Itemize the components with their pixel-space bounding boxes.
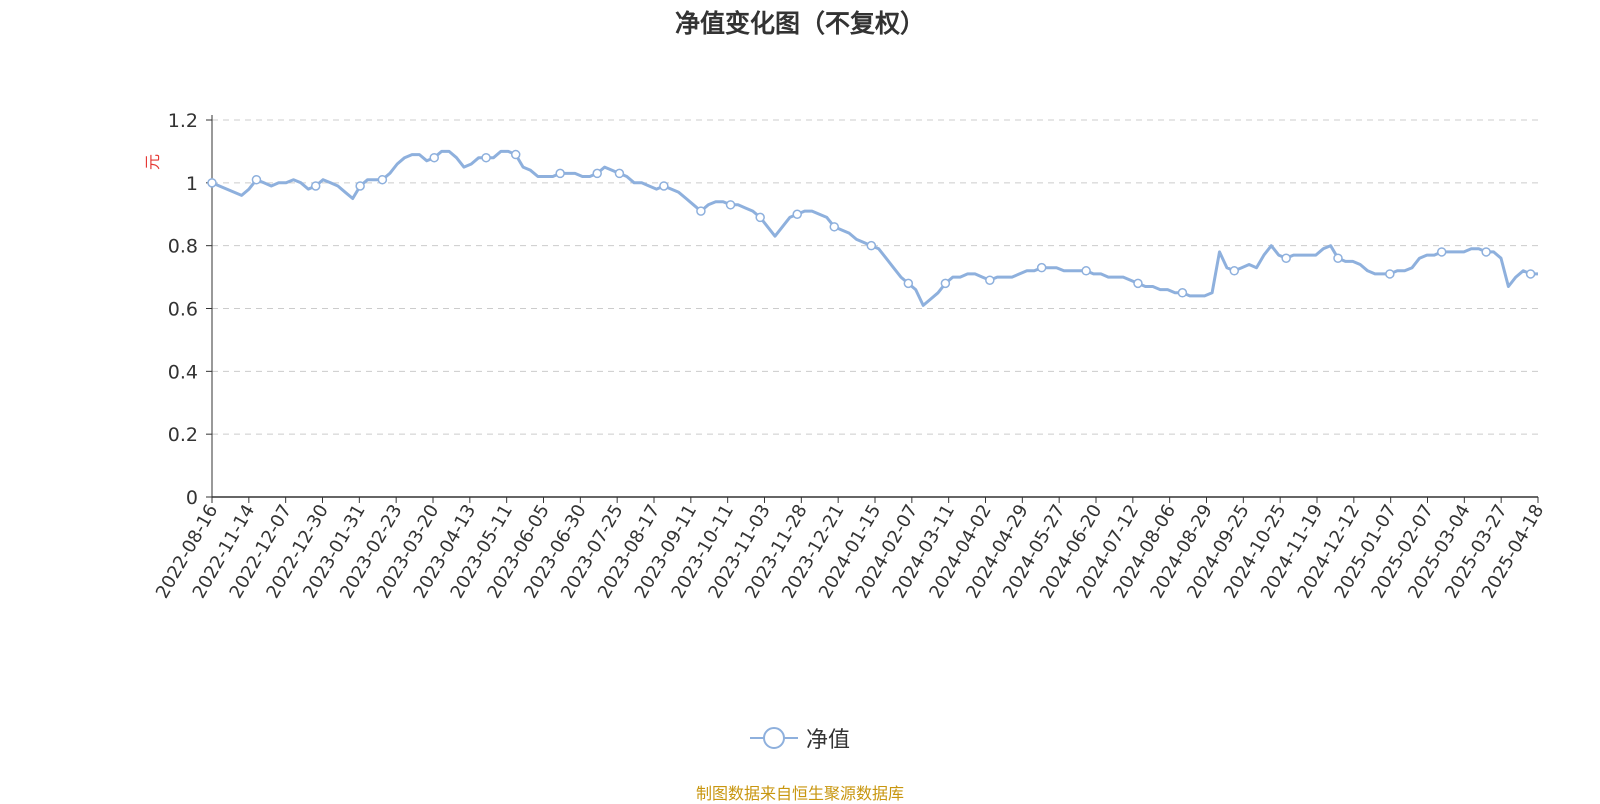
data-point-marker[interactable] [1036, 262, 1047, 273]
data-point-marker[interactable] [429, 152, 439, 163]
y-tick-label: 0 [186, 487, 198, 509]
y-tick-label: 0.4 [168, 361, 198, 383]
data-point-marker[interactable] [510, 149, 521, 160]
data-point-marker[interactable] [1081, 266, 1091, 276]
data-point-marker[interactable] [481, 152, 491, 163]
data-point-marker[interactable] [725, 200, 736, 210]
data-point-marker[interactable] [614, 168, 625, 179]
y-axis-ticks: 0 0.2 0.4 0.6 0.8 1 1.2 [168, 110, 212, 509]
data-point-marker[interactable] [866, 240, 877, 251]
data-point-marker[interactable] [696, 206, 706, 216]
legend-label: 净值 [806, 728, 851, 753]
data-point-marker[interactable] [659, 181, 669, 191]
series-line-net-value [211, 149, 1538, 307]
y-tick-label: 0.8 [168, 236, 198, 258]
legend[interactable]: 净值 [750, 723, 850, 753]
y-tick-label: 1 [186, 173, 198, 195]
data-point-marker[interactable] [310, 181, 321, 191]
data-point-marker[interactable] [1133, 278, 1143, 289]
data-point-marker[interactable] [829, 222, 840, 232]
data-point-marker[interactable] [1229, 266, 1240, 276]
axes [211, 115, 1538, 498]
y-tick-label: 1.2 [168, 110, 198, 132]
series-markers [207, 149, 1536, 298]
data-point-marker[interactable] [1525, 269, 1536, 279]
y-axis-unit: 元 [143, 154, 162, 170]
data-point-marker[interactable] [755, 212, 765, 223]
data-source-note: 制图数据来自恒生聚源数据库 [695, 784, 904, 803]
grid-lines [212, 119, 1538, 435]
data-point-marker[interactable] [377, 174, 388, 185]
data-point-marker[interactable] [940, 278, 951, 289]
data-point-marker[interactable] [555, 168, 565, 179]
y-tick-label: 0.6 [168, 299, 198, 321]
chart-title: 净值变化图（不复权） [674, 9, 925, 38]
data-point-marker[interactable] [592, 168, 602, 179]
x-axis-ticks: 2022-08-162022-11-142022-12-072022-12-30… [152, 497, 1548, 602]
data-point-marker[interactable] [207, 178, 217, 188]
data-point-marker[interactable] [903, 278, 914, 289]
data-point-marker[interactable] [1333, 253, 1343, 263]
y-tick-label: 0.2 [168, 424, 198, 446]
data-point-marker[interactable] [1281, 253, 1291, 263]
legend-line-circle-icon [750, 727, 798, 749]
data-point-marker[interactable] [985, 275, 995, 285]
data-point-marker[interactable] [1385, 269, 1395, 279]
data-point-marker[interactable] [355, 181, 365, 191]
data-point-marker[interactable] [1436, 247, 1447, 257]
data-point-marker[interactable] [792, 209, 802, 219]
data-point-marker[interactable] [1177, 288, 1188, 298]
data-point-marker[interactable] [1481, 247, 1491, 257]
data-point-marker[interactable] [251, 174, 262, 185]
